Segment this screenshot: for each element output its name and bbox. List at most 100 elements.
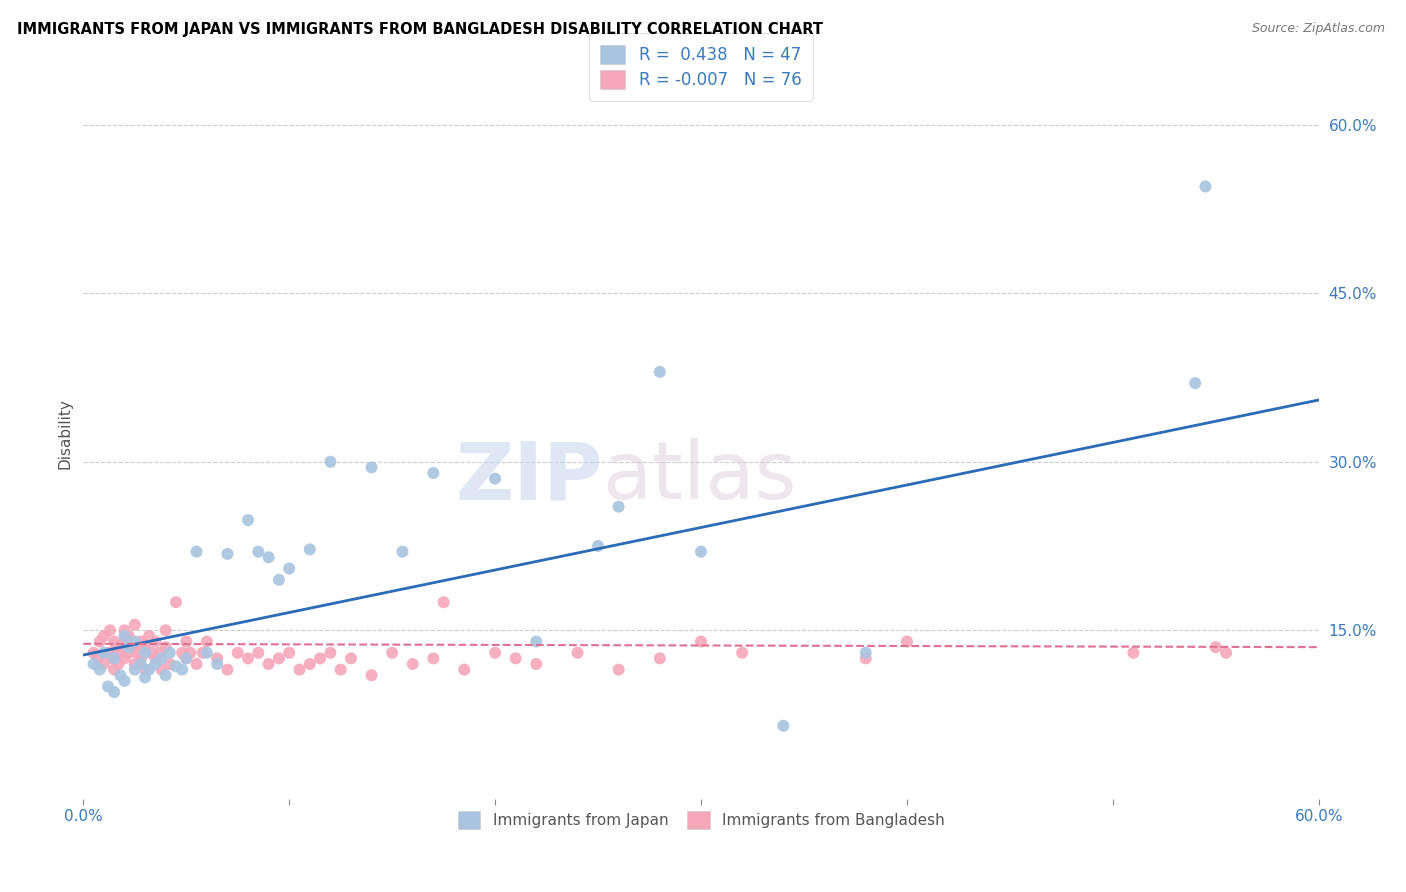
Point — [422, 466, 444, 480]
Point — [110, 668, 132, 682]
Point — [159, 657, 181, 671]
Point — [103, 663, 125, 677]
Point — [97, 646, 120, 660]
Point — [105, 640, 128, 655]
Point — [567, 646, 589, 660]
Point — [89, 663, 111, 677]
Point — [155, 640, 177, 655]
Point — [1194, 179, 1216, 194]
Point — [453, 663, 475, 677]
Point — [340, 651, 363, 665]
Point — [191, 646, 214, 660]
Point — [247, 544, 270, 558]
Point — [143, 651, 166, 665]
Point — [329, 663, 352, 677]
Point — [107, 657, 129, 671]
Point — [226, 646, 249, 660]
Point — [690, 544, 713, 558]
Point — [124, 617, 146, 632]
Point — [121, 640, 143, 655]
Point — [278, 646, 301, 660]
Point — [298, 542, 321, 557]
Point — [89, 634, 111, 648]
Point — [97, 680, 120, 694]
Point — [524, 634, 547, 648]
Point — [117, 640, 139, 655]
Point — [524, 657, 547, 671]
Point — [360, 668, 382, 682]
Point — [360, 460, 382, 475]
Point — [298, 657, 321, 671]
Point — [391, 544, 413, 558]
Point — [134, 663, 156, 677]
Point — [731, 646, 754, 660]
Point — [236, 651, 259, 665]
Point — [174, 651, 197, 665]
Point — [186, 657, 208, 671]
Point — [114, 673, 136, 688]
Point — [278, 561, 301, 575]
Point — [257, 657, 280, 671]
Point — [124, 657, 146, 671]
Point — [93, 657, 115, 671]
Point — [83, 657, 105, 671]
Point — [319, 455, 342, 469]
Point — [319, 646, 342, 660]
Point — [648, 365, 671, 379]
Point — [772, 719, 794, 733]
Point — [288, 663, 311, 677]
Point — [195, 634, 218, 648]
Point — [195, 646, 218, 660]
Point — [129, 657, 152, 671]
Point — [134, 646, 156, 660]
Point — [422, 651, 444, 665]
Point — [896, 634, 918, 648]
Point — [402, 657, 425, 671]
Point — [159, 646, 181, 660]
Point — [86, 651, 108, 665]
Point — [381, 646, 404, 660]
Point — [257, 550, 280, 565]
Point — [103, 651, 125, 665]
Point — [179, 646, 201, 660]
Point — [134, 671, 156, 685]
Point — [150, 663, 173, 677]
Point — [110, 646, 132, 660]
Point — [247, 646, 270, 660]
Point — [129, 634, 152, 648]
Point — [155, 668, 177, 682]
Point — [586, 539, 609, 553]
Point — [129, 651, 152, 665]
Y-axis label: Disability: Disability — [58, 398, 72, 469]
Point — [267, 573, 290, 587]
Point — [138, 663, 160, 677]
Point — [505, 651, 527, 665]
Point — [148, 646, 170, 660]
Point — [217, 663, 239, 677]
Point — [134, 640, 156, 655]
Point — [141, 646, 163, 660]
Point — [114, 624, 136, 638]
Point — [114, 651, 136, 665]
Point — [83, 646, 105, 660]
Text: atlas: atlas — [602, 439, 797, 516]
Point — [205, 651, 228, 665]
Point — [217, 547, 239, 561]
Point — [155, 624, 177, 638]
Point — [1122, 646, 1144, 660]
Point — [124, 634, 146, 648]
Point — [855, 651, 877, 665]
Text: ZIP: ZIP — [456, 439, 602, 516]
Point — [1184, 376, 1206, 391]
Point — [138, 629, 160, 643]
Point — [309, 651, 332, 665]
Text: IMMIGRANTS FROM JAPAN VS IMMIGRANTS FROM BANGLADESH DISABILITY CORRELATION CHART: IMMIGRANTS FROM JAPAN VS IMMIGRANTS FROM… — [17, 22, 823, 37]
Point — [117, 646, 139, 660]
Point — [165, 659, 187, 673]
Point — [125, 646, 148, 660]
Point — [174, 634, 197, 648]
Point — [172, 646, 194, 660]
Point — [690, 634, 713, 648]
Point — [433, 595, 456, 609]
Point — [607, 500, 630, 514]
